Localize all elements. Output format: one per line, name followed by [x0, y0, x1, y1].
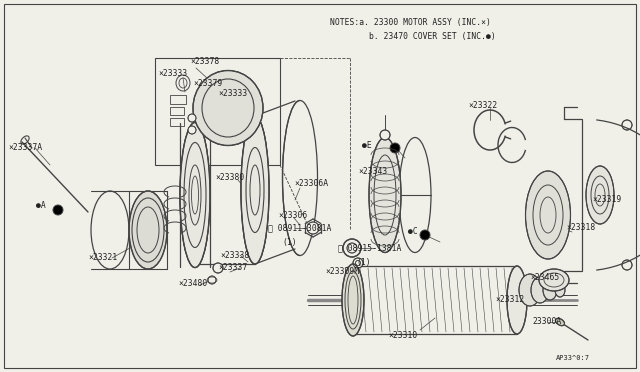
Ellipse shape — [525, 171, 570, 259]
Text: ×23333: ×23333 — [218, 90, 247, 99]
Circle shape — [347, 243, 357, 253]
Text: ×23343: ×23343 — [358, 167, 387, 176]
Ellipse shape — [343, 266, 363, 334]
Text: ●E: ●E — [362, 141, 372, 150]
Circle shape — [188, 126, 196, 134]
Text: ×23338: ×23338 — [220, 251, 249, 260]
Text: ×23378: ×23378 — [190, 58, 220, 67]
Text: ×23309M: ×23309M — [325, 267, 359, 276]
Ellipse shape — [129, 191, 167, 269]
Bar — [170, 107, 184, 115]
Bar — [170, 118, 184, 126]
Bar — [155, 58, 280, 165]
Ellipse shape — [241, 116, 269, 264]
Circle shape — [420, 230, 430, 240]
Text: (1): (1) — [356, 257, 371, 266]
Text: (1): (1) — [282, 237, 296, 247]
Circle shape — [353, 258, 363, 268]
Circle shape — [355, 260, 360, 266]
Circle shape — [390, 143, 400, 153]
Text: 23300A: 23300A — [532, 317, 561, 327]
Ellipse shape — [556, 318, 564, 326]
Circle shape — [622, 260, 632, 270]
Circle shape — [307, 222, 319, 234]
Circle shape — [380, 130, 390, 140]
Ellipse shape — [507, 266, 527, 334]
Circle shape — [188, 114, 196, 122]
Ellipse shape — [586, 166, 614, 224]
Text: ×23310: ×23310 — [388, 330, 417, 340]
Text: ●C: ●C — [408, 228, 418, 237]
Circle shape — [343, 239, 361, 257]
Text: ×23306: ×23306 — [278, 211, 307, 219]
Text: ×23322: ×23322 — [468, 100, 497, 109]
Text: ×23319: ×23319 — [592, 196, 621, 205]
Text: ×23312: ×23312 — [495, 295, 524, 305]
Text: b. 23470 COVER SET (INC.●): b. 23470 COVER SET (INC.●) — [330, 32, 496, 41]
Text: ×23465: ×23465 — [530, 273, 559, 282]
Ellipse shape — [180, 122, 210, 267]
Text: ×23337: ×23337 — [218, 263, 247, 273]
Text: ×23379: ×23379 — [193, 80, 222, 89]
Circle shape — [622, 120, 632, 130]
Ellipse shape — [531, 277, 549, 303]
Text: ⓜ 08915-1381A: ⓜ 08915-1381A — [338, 244, 401, 253]
Text: ×23318: ×23318 — [566, 224, 595, 232]
Circle shape — [53, 205, 63, 215]
Ellipse shape — [369, 138, 401, 253]
Text: ●A: ●A — [36, 201, 45, 209]
Text: ⓝ 08911-3081A: ⓝ 08911-3081A — [268, 224, 332, 232]
Text: NOTES:a. 23300 MOTOR ASSY (INC.×): NOTES:a. 23300 MOTOR ASSY (INC.×) — [330, 17, 491, 26]
Text: AP33^0:7: AP33^0:7 — [556, 355, 590, 361]
Text: ×23337A: ×23337A — [8, 144, 42, 153]
Text: ×23380: ×23380 — [215, 173, 244, 183]
Text: ×23321: ×23321 — [88, 253, 117, 263]
Ellipse shape — [555, 283, 565, 297]
Circle shape — [208, 276, 216, 284]
Ellipse shape — [342, 264, 364, 336]
Ellipse shape — [543, 280, 557, 300]
Ellipse shape — [519, 274, 541, 306]
Text: ×23306A: ×23306A — [294, 179, 328, 187]
Ellipse shape — [539, 269, 569, 291]
Text: ×23480: ×23480 — [178, 279, 207, 289]
Ellipse shape — [193, 71, 263, 145]
Text: ×23333: ×23333 — [158, 70, 188, 78]
Circle shape — [213, 263, 223, 273]
Bar — [170, 95, 186, 104]
